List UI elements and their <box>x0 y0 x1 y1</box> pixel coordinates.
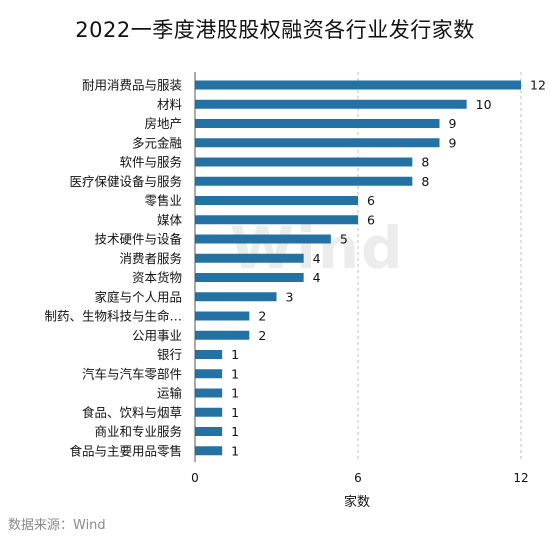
bar-6 <box>195 196 358 205</box>
value-label-16: 1 <box>231 386 239 401</box>
bar-8 <box>195 234 331 244</box>
bars <box>195 80 521 456</box>
category-label-9: 消费者服务 <box>119 251 182 266</box>
value-label-12: 2 <box>258 309 266 324</box>
category-label-2: 房地产 <box>144 116 182 131</box>
value-label-11: 3 <box>286 289 294 304</box>
x-axis-label: 家数 <box>344 494 370 510</box>
bar-12 <box>195 311 250 321</box>
x-tick-label-1: 6 <box>354 471 362 485</box>
bar-11 <box>195 292 277 302</box>
bar-17 <box>195 407 223 417</box>
bar-14 <box>195 350 223 359</box>
bar-15 <box>195 369 223 379</box>
bar-2 <box>195 119 440 128</box>
category-label-1: 材料 <box>157 97 183 112</box>
bar-13 <box>195 330 250 340</box>
bar-5 <box>195 176 413 186</box>
value-label-2: 9 <box>449 116 457 131</box>
category-label-7: 媒体 <box>157 212 183 227</box>
value-label-10: 4 <box>313 270 321 285</box>
category-label-13: 公用事业 <box>132 328 182 343</box>
value-label-0: 12 <box>530 78 546 93</box>
category-label-18: 商业和专业服务 <box>94 424 182 439</box>
bar-7 <box>195 215 358 225</box>
bar-0 <box>195 80 521 90</box>
value-label-3: 9 <box>449 135 457 150</box>
bar-3 <box>195 138 440 148</box>
bar-19 <box>195 446 223 456</box>
value-label-18: 1 <box>231 424 239 439</box>
value-label-4: 8 <box>421 155 429 170</box>
x-axis: 0 6 12 <box>191 72 529 485</box>
x-tick-label-0: 0 <box>191 471 199 485</box>
category-label-0: 耐用消费品与服装 <box>82 78 182 93</box>
category-label-3: 多元金融 <box>132 135 183 150</box>
value-label-1: 10 <box>476 97 492 112</box>
category-label-19: 食品与主要用品零售 <box>69 443 182 458</box>
bar-16 <box>195 388 223 398</box>
category-label-15: 汽车与汽车零部件 <box>82 366 182 381</box>
category-label-17: 食品、饮料与烟草 <box>82 405 182 420</box>
value-label-15: 1 <box>231 366 239 381</box>
category-label-16: 运输 <box>157 386 183 401</box>
value-label-19: 1 <box>231 443 239 458</box>
category-label-5: 医疗保健设备与服务 <box>69 174 182 189</box>
category-label-14: 银行 <box>157 347 182 362</box>
value-label-9: 4 <box>313 251 321 266</box>
bar-1 <box>195 99 467 109</box>
watermark: Wind <box>230 214 405 282</box>
category-label-11: 家庭与个人用品 <box>94 289 182 304</box>
chart-title: 2022一季度港股股权融资各行业发行家数 <box>75 18 475 42</box>
category-label-8: 技术硬件与设备 <box>94 232 182 247</box>
x-tick-label-2: 12 <box>513 471 528 485</box>
category-label-6: 零售业 <box>144 193 182 208</box>
bar-9 <box>195 253 304 263</box>
value-label-8: 5 <box>340 232 348 247</box>
value-label-5: 8 <box>421 174 429 189</box>
category-label-10: 资本货物 <box>132 270 182 285</box>
category-labels: 耐用消费品与服装材料房地产多元金融软件与服务医疗保健设备与服务零售业媒体技术硬件… <box>44 78 182 459</box>
bar-4 <box>195 157 413 167</box>
value-label-6: 6 <box>367 193 375 208</box>
value-label-14: 1 <box>231 347 239 362</box>
gridlines <box>357 72 522 462</box>
category-label-12: 制药、生物科技与生命… <box>44 309 182 324</box>
value-label-7: 6 <box>367 212 375 227</box>
category-label-4: 软件与服务 <box>119 155 182 170</box>
value-label-13: 2 <box>258 328 266 343</box>
source-note: 数据来源：Wind <box>8 518 106 533</box>
value-label-17: 1 <box>231 405 239 420</box>
value-labels: 12 10 9 9 8 8 6 6 5 4 4 3 2 2 1 1 1 1 1 1 <box>231 78 546 459</box>
bar-10 <box>195 273 304 282</box>
bar-18 <box>195 427 223 436</box>
